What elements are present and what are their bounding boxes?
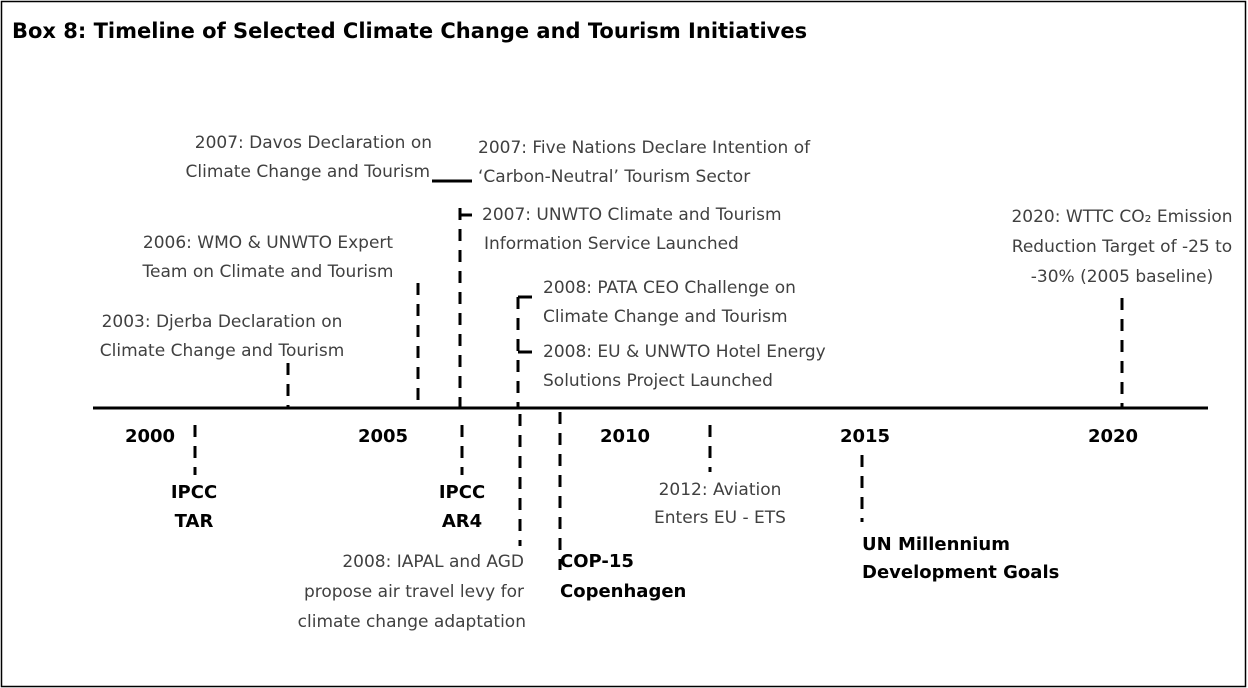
event-text: 2008: PATA CEO Challenge on (543, 278, 796, 298)
event-text: -30% (2005 baseline) (1031, 267, 1213, 287)
event-text: propose air travel levy for (304, 582, 524, 602)
event-text: 2007: UNWTO Climate and Tourism (482, 205, 782, 225)
year-label: 2015 (840, 426, 890, 447)
event-text: Team on Climate and Tourism (142, 262, 394, 282)
event-text: 2008: IAPAL and AGD (342, 552, 524, 572)
event-text: Development Goals (862, 562, 1059, 583)
event-text: 2008: EU & UNWTO Hotel Energy (543, 342, 826, 362)
event-text: 2012: Aviation (659, 480, 782, 500)
year-label: 2020 (1088, 426, 1138, 447)
title: Box 8: Timeline of Selected Climate Chan… (12, 19, 807, 43)
event-text: Climate Change and Tourism (186, 162, 431, 182)
event-text: AR4 (442, 511, 482, 532)
event-text: Information Service Launched (484, 234, 739, 254)
event-text: Reduction Target of -25 to (1012, 237, 1232, 257)
event-text: Climate Change and Tourism (543, 307, 788, 327)
event-text: COP-15 (560, 551, 634, 572)
event-text: climate change adaptation (298, 612, 526, 632)
event-text: UN Millennium (862, 534, 1010, 555)
event-text: TAR (175, 511, 214, 532)
year-label: 2010 (600, 426, 650, 447)
event-text: 2006: WMO & UNWTO Expert (143, 233, 393, 253)
event-text: 2007: Five Nations Declare Intention of (478, 138, 811, 158)
event-text: Climate Change and Tourism (100, 341, 345, 361)
event-text: ‘Carbon-Neutral’ Tourism Sector (478, 167, 750, 187)
event-text: 2003: Djerba Declaration on (102, 312, 343, 332)
event-text: Solutions Project Launched (543, 371, 773, 391)
event-text: Copenhagen (560, 581, 686, 602)
event-text: IPCC (171, 482, 217, 503)
event-text: 2007: Davos Declaration on (195, 133, 432, 153)
year-label: 2000 (125, 426, 175, 447)
event-text: 2020: WTTC CO₂ Emission (1011, 207, 1232, 227)
event-text: Enters EU - ETS (654, 508, 786, 528)
event-text: IPCC (439, 482, 485, 503)
year-label: 2005 (358, 426, 408, 447)
